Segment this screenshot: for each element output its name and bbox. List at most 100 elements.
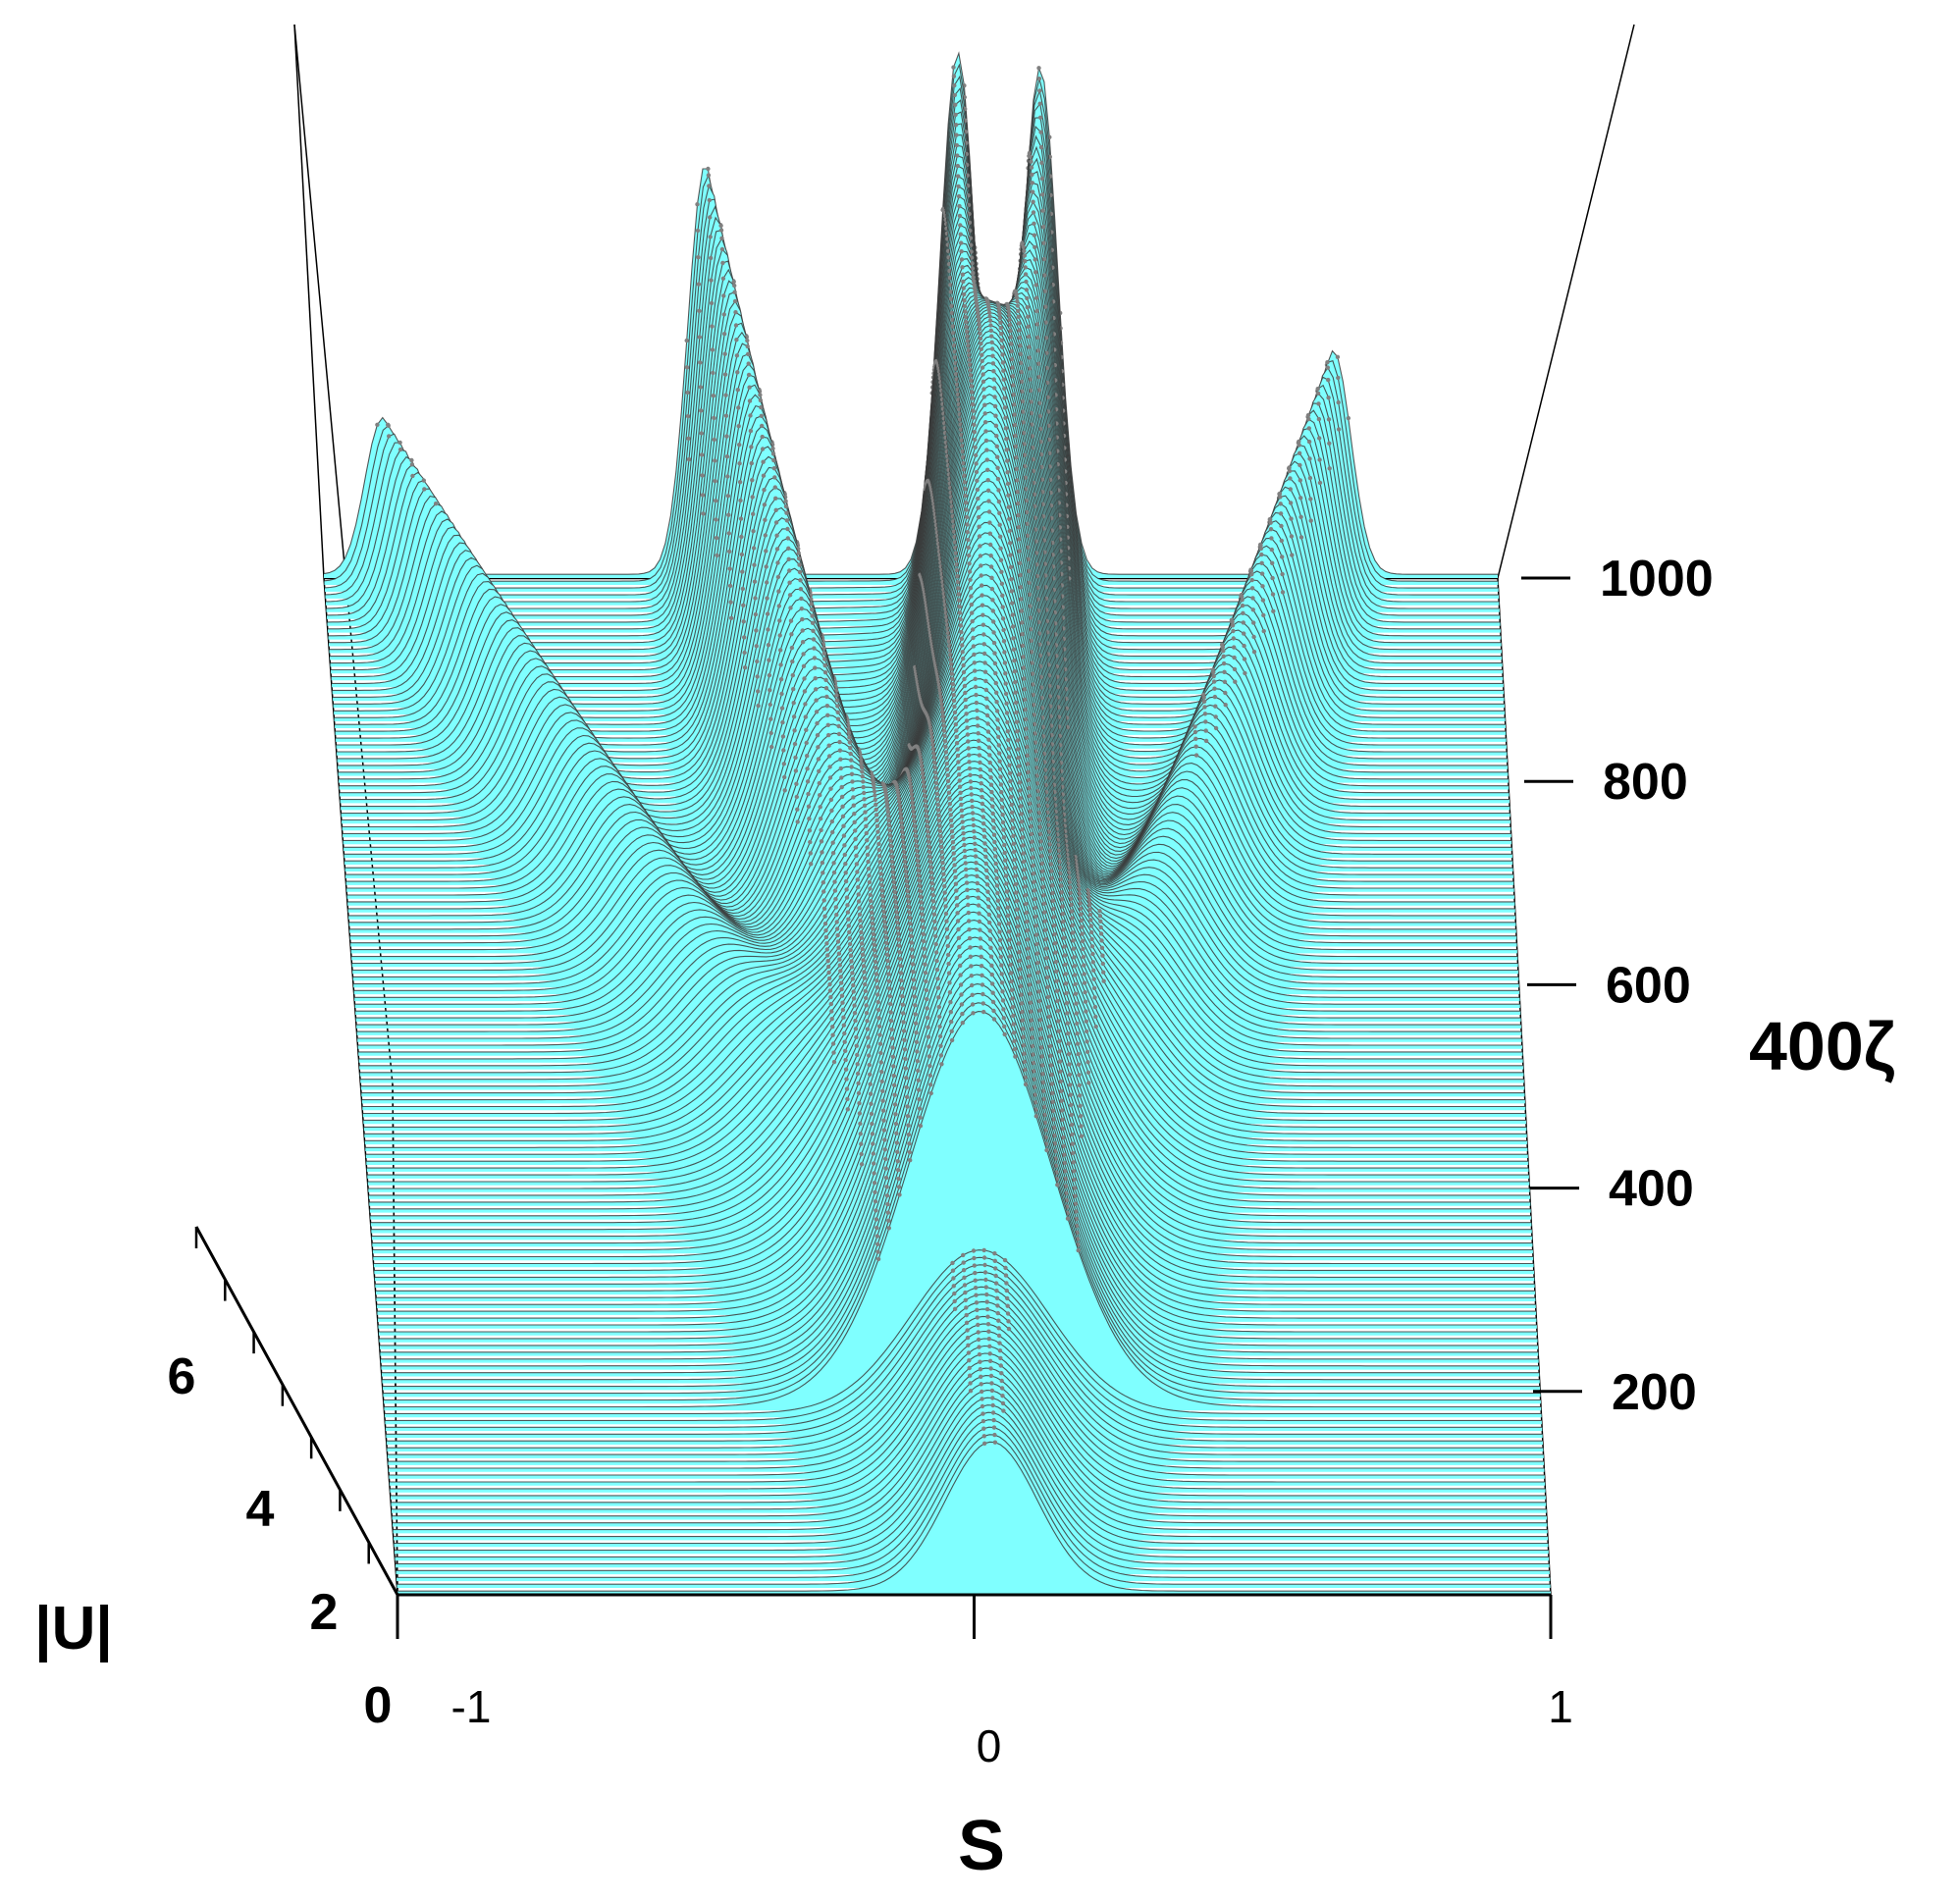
- ridge-highlight: [1016, 321, 1022, 326]
- ridge-highlight: [821, 871, 825, 875]
- ridge-highlight: [975, 301, 980, 306]
- ridge-highlight: [695, 202, 700, 207]
- ridge-highlight: [810, 607, 815, 612]
- ridge-highlight: [962, 842, 967, 848]
- ridge-highlight: [996, 922, 1002, 926]
- ridge-highlight: [850, 976, 855, 981]
- ridge-highlight: [908, 922, 913, 926]
- ridge-highlight: [1033, 896, 1037, 902]
- ridge-highlight: [842, 1039, 847, 1044]
- ridge-highlight: [962, 1275, 967, 1281]
- ridge-highlight: [913, 1012, 918, 1017]
- ridge-highlight: [821, 889, 826, 894]
- ridge-highlight: [999, 972, 1004, 976]
- ridge-highlight: [796, 555, 802, 561]
- ridge-highlight: [1003, 415, 1008, 420]
- ridge-highlight: [1223, 690, 1228, 696]
- ridge-highlight: [1086, 898, 1091, 903]
- ridge-highlight: [699, 452, 705, 457]
- ridge-highlight: [794, 781, 799, 786]
- ridge-highlight: [958, 623, 964, 628]
- ridge-highlight: [960, 265, 965, 270]
- ridge-highlight: [940, 861, 945, 866]
- ridge-highlight: [842, 852, 847, 858]
- ridge-highlight: [1241, 610, 1245, 615]
- ridge-highlight: [853, 845, 859, 850]
- ridge-highlight: [768, 730, 773, 736]
- ridge-highlight: [781, 748, 786, 753]
- ridge-highlight: [974, 1293, 979, 1297]
- ridge-highlight: [1025, 762, 1031, 766]
- ridge-highlight: [800, 640, 806, 645]
- ridge-highlight: [823, 677, 828, 683]
- ridge-highlight: [862, 790, 867, 796]
- ridge-highlight: [941, 871, 946, 876]
- ridge-highlight: [891, 879, 897, 885]
- z-axis-depth-line: [194, 1226, 399, 1596]
- ridge-highlight: [1325, 365, 1331, 370]
- ridge-highlight: [990, 361, 996, 366]
- ridge-highlight: [750, 495, 755, 500]
- ridge-highlight: [921, 775, 926, 780]
- ridge-highlight: [975, 880, 980, 886]
- ridge-highlight: [751, 511, 756, 516]
- ridge-highlight: [950, 1268, 956, 1273]
- ridge-highlight: [979, 342, 983, 346]
- ridge-highlight: [905, 888, 910, 894]
- ridge-highlight: [1017, 560, 1023, 565]
- ridge-highlight: [760, 434, 765, 440]
- ridge-highlight: [990, 999, 996, 1005]
- ridge-highlight: [963, 1290, 968, 1295]
- ridge-highlight: [980, 358, 984, 364]
- ridge-highlight: [901, 839, 906, 845]
- ridge-highlight: [969, 594, 974, 599]
- ridge-highlight: [1193, 753, 1199, 758]
- ridge-highlight: [827, 981, 832, 987]
- ridge-highlight: [967, 919, 972, 924]
- ridge-highlight: [801, 663, 807, 668]
- ridge-highlight: [1326, 396, 1331, 400]
- ridge-highlight: [1007, 770, 1013, 776]
- ridge-highlight: [1243, 670, 1247, 676]
- ridge-highlight: [972, 430, 978, 435]
- ridge-highlight: [895, 925, 901, 930]
- ridge-highlight: [1003, 671, 1008, 676]
- ridge-highlight: [1007, 322, 1013, 328]
- ridge-highlight: [872, 1161, 876, 1166]
- ridge-highlight: [951, 693, 956, 698]
- ridge-highlight: [964, 1312, 969, 1318]
- ridge-highlight: [886, 818, 891, 823]
- ridge-highlight: [789, 645, 795, 651]
- ridge-highlight: [976, 496, 980, 501]
- ridge-highlight: [839, 775, 844, 780]
- ridge-highlight: [1034, 308, 1039, 314]
- ridge-highlight: [826, 976, 832, 981]
- ridge-highlight: [982, 1270, 988, 1275]
- ridge-highlight: [961, 460, 966, 466]
- ridge-highlight: [990, 990, 995, 995]
- ridge-highlight: [1271, 608, 1276, 613]
- ridge-highlight: [1027, 964, 1032, 970]
- ridge-highlight: [923, 962, 927, 967]
- ridge-highlight: [727, 583, 733, 589]
- ridge-highlight: [799, 607, 804, 611]
- ridge-highlight: [1212, 694, 1218, 700]
- ridge-highlight: [843, 1067, 849, 1072]
- ridge-highlight: [1034, 322, 1040, 327]
- ridge-highlight: [1054, 978, 1059, 983]
- ridge-highlight: [822, 922, 828, 926]
- ridge-highlight: [998, 546, 1003, 551]
- ridge-highlight: [860, 769, 865, 774]
- ridge-highlight: [893, 1121, 899, 1127]
- ridge-highlight: [1289, 516, 1294, 521]
- ridge-highlight: [1082, 980, 1087, 985]
- ridge-highlight: [912, 994, 917, 999]
- ridge-highlight: [864, 823, 869, 828]
- ridge-highlight: [1028, 154, 1033, 160]
- ridge-highlight: [790, 672, 795, 678]
- ridge-highlight: [875, 1256, 881, 1262]
- ridge-highlight: [896, 931, 901, 936]
- ridge-highlight: [847, 740, 852, 745]
- ridge-highlight: [1297, 439, 1301, 445]
- ridge-highlight: [894, 915, 900, 920]
